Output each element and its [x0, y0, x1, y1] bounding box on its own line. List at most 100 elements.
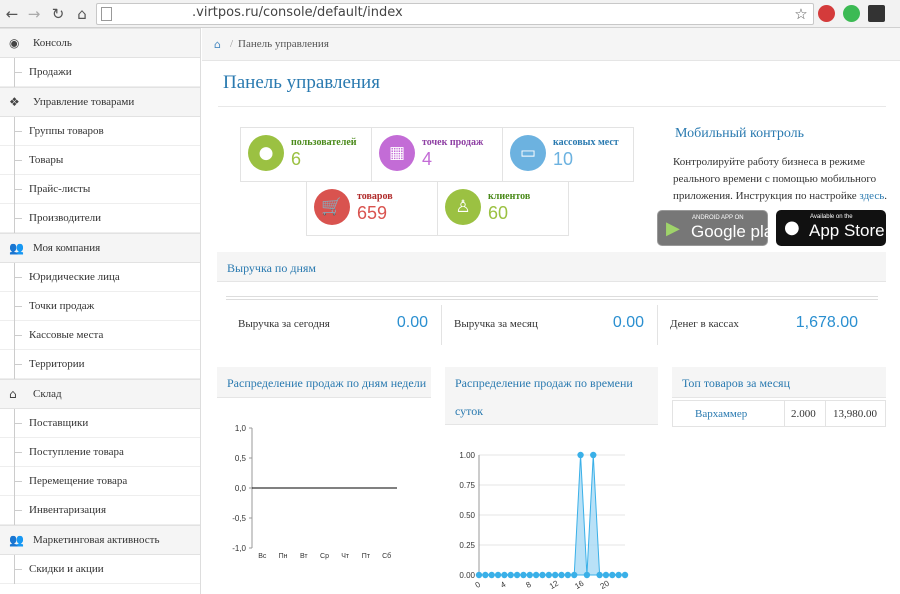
- sidebar-group-products[interactable]: ❖ Управление товарами: [0, 87, 200, 117]
- product-sum: 13,980.00: [833, 408, 877, 420]
- revenue-today-label: Выручка за сегодня: [238, 318, 330, 330]
- sidebar-item-goods-transfer[interactable]: Перемещение товара: [0, 467, 200, 496]
- opera-icon[interactable]: [818, 5, 835, 22]
- stat-value: 659: [357, 203, 388, 223]
- extension-icon[interactable]: [843, 5, 860, 22]
- stat-users[interactable]: ● пользователей 6: [240, 127, 372, 182]
- sidebar-item-discounts[interactable]: Скидки и акции: [0, 555, 200, 584]
- sidebar-item-label: Группы товаров: [29, 125, 104, 137]
- product-name-link[interactable]: Вархаммер: [695, 408, 748, 420]
- sidebar-group-label: Консоль: [33, 37, 72, 49]
- stat-circle: [510, 135, 546, 171]
- y-tick-label: 0,5: [235, 454, 247, 463]
- cart-icon: 🛒: [321, 197, 343, 217]
- sidebar-group-label: Склад: [33, 388, 62, 400]
- sidebar-item-sales[interactable]: Продажи: [0, 58, 200, 87]
- data-point: [558, 571, 565, 579]
- desktop-icon: ▭: [519, 143, 537, 163]
- sidebar-item-inventory[interactable]: Инвентаризация: [0, 496, 200, 525]
- data-point: [539, 571, 546, 579]
- sidebar-group-company[interactable]: 👥 Моя компания: [0, 233, 200, 263]
- x-tick-label: 4: [499, 580, 508, 590]
- sidebar-group-console[interactable]: ◉ Консоль: [0, 28, 200, 58]
- hour-panel-title-line2: суток: [455, 404, 484, 418]
- forward-arrow-icon[interactable]: →: [27, 5, 41, 23]
- y-tick-label: 0,0: [235, 484, 247, 493]
- stat-label: кассовых мест: [553, 137, 619, 148]
- sidebar-item-points-of-sale[interactable]: Точки продаж: [0, 292, 200, 321]
- x-tick-label: 16: [573, 578, 586, 591]
- breadcrumb-separator: /: [230, 38, 234, 50]
- sidebar-item-territories[interactable]: Территории: [0, 350, 200, 379]
- sidebar-item-label: Поставщики: [29, 417, 89, 429]
- data-point: [577, 451, 584, 459]
- stat-value: 60: [488, 203, 509, 223]
- reload-icon[interactable]: ↻: [51, 5, 65, 23]
- app-store-button[interactable]: ● Available on the App Store: [776, 210, 886, 246]
- sidebar-group-marketing[interactable]: 👥 Маркетинговая активность: [0, 525, 200, 555]
- x-tick-label: Пт: [362, 553, 371, 560]
- sidebar-item-cash-desks[interactable]: Кассовые места: [0, 321, 200, 350]
- sidebar-item-product-groups[interactable]: Группы товаров: [0, 117, 200, 146]
- data-point: [520, 571, 527, 579]
- data-point: [475, 571, 483, 579]
- divider: [784, 401, 785, 426]
- sidebar-item-label: Поступление товара: [29, 446, 124, 458]
- stat-label: клиентов: [488, 191, 531, 202]
- y-tick-label: 0.75: [459, 481, 475, 490]
- stat-products[interactable]: 🛒 товаров 659: [306, 181, 438, 236]
- revenue-month-label: Выручка за месяц: [454, 318, 538, 330]
- x-tick-label: Сб: [382, 552, 391, 560]
- revenue-month-value: 0.00: [612, 314, 644, 331]
- table-row: Вархаммер 2.000 13,980.00: [672, 400, 886, 427]
- revenue-month: Выручка за месяц 0.00: [442, 305, 656, 345]
- data-point: [564, 571, 572, 579]
- data-point: [621, 571, 629, 579]
- stat-label: точек продаж: [422, 137, 484, 148]
- sidebar-item-goods-receipt[interactable]: Поступление товара: [0, 438, 200, 467]
- data-point: [596, 571, 603, 579]
- back-arrow-icon[interactable]: ←: [5, 5, 19, 23]
- url-text[interactable]: .virtpos.ru/console/default/index: [192, 5, 403, 20]
- star-icon[interactable]: ☆: [794, 5, 808, 23]
- sidebar-item-manufacturers[interactable]: Производители: [0, 204, 200, 233]
- data-point: [482, 571, 489, 579]
- home-icon[interactable]: ⌂: [214, 38, 221, 51]
- y-tick-label: 0.50: [459, 511, 475, 520]
- puzzle-icon[interactable]: [868, 5, 885, 22]
- google-play-label: Google play: [691, 222, 782, 241]
- home-icon[interactable]: ⌂: [77, 5, 87, 23]
- data-point: [526, 571, 533, 579]
- google-play-button[interactable]: ▶ ANDROID APP ON Google play: [657, 210, 782, 246]
- data-point: [602, 571, 610, 579]
- product-qty: 2.000: [791, 408, 816, 420]
- stat-value: 10: [553, 149, 574, 169]
- sidebar-item-legal-entities[interactable]: Юридические лица: [0, 263, 200, 292]
- x-tick-label: Вс: [258, 553, 267, 560]
- sidebar-group-warehouse[interactable]: ⌂ Склад: [0, 379, 200, 409]
- data-point: [494, 571, 502, 579]
- address-bar[interactable]: [96, 3, 814, 25]
- data-point: [501, 571, 508, 579]
- stat-circle: [248, 135, 284, 171]
- sidebar-item-suppliers[interactable]: Поставщики: [0, 409, 200, 438]
- cash-label: Денег в кассах: [670, 318, 739, 330]
- stat-points-of-sale[interactable]: ▦ точек продаж 4: [371, 127, 503, 182]
- sidebar-item-label: Юридические лица: [29, 271, 120, 283]
- instructions-link[interactable]: здесь: [859, 190, 885, 202]
- stat-clients[interactable]: ♙ клиентов 60: [437, 181, 569, 236]
- browser-toolbar: ← → ↻ ⌂ .virtpos.ru/console/default/inde…: [0, 0, 900, 28]
- y-tick-label: -1,0: [232, 544, 246, 553]
- x-tick-label: Вт: [300, 553, 308, 560]
- users-icon: 👥: [9, 533, 24, 547]
- sidebar-item-label: Территории: [29, 358, 85, 370]
- apple-icon: ●: [784, 217, 800, 238]
- sidebar-item-products[interactable]: Товары: [0, 146, 200, 175]
- mobile-description: Контролируйте работу бизнеса в режиме ре…: [673, 154, 888, 205]
- sidebar-item-label: Кассовые места: [29, 329, 104, 341]
- sidebar-item-price-lists[interactable]: Прайс-листы: [0, 175, 200, 204]
- divider: [226, 299, 878, 300]
- mobile-text: Контролируйте работу бизнеса в режиме ре…: [673, 156, 877, 202]
- y-tick-label: 0.25: [459, 541, 475, 550]
- stat-cash-desks[interactable]: ▭ кассовых мест 10: [502, 127, 634, 182]
